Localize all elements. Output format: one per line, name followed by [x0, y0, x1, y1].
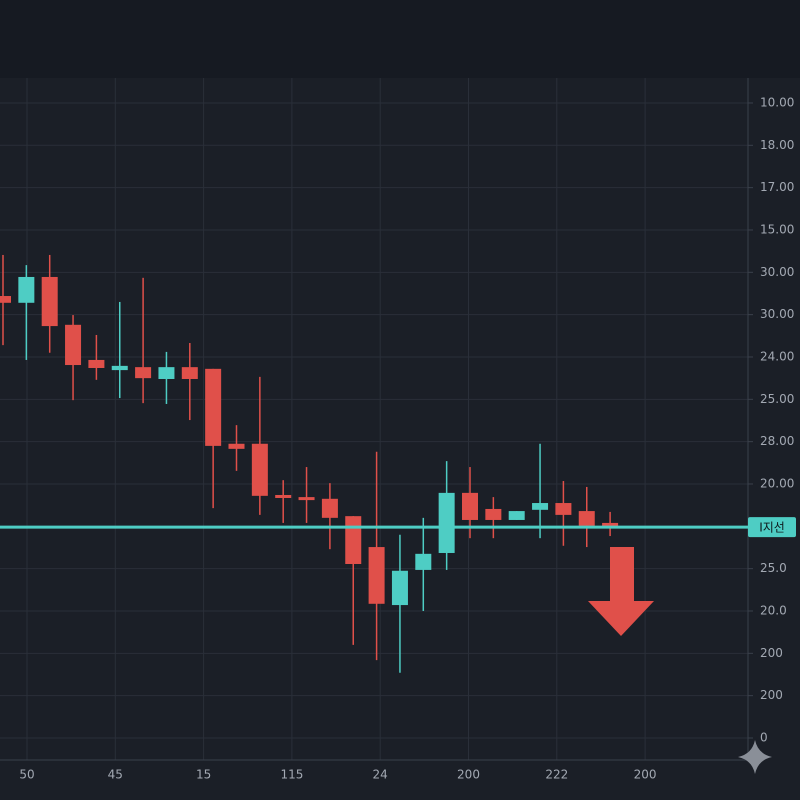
x-tick-label: 200 [457, 768, 480, 782]
candle-body [251, 443, 268, 496]
candle-body [508, 511, 525, 520]
y-tick-label: 200 [760, 688, 783, 702]
candle-body [181, 367, 198, 379]
x-tick-label: 24 [373, 768, 388, 782]
y-tick-label: 20.0 [760, 603, 787, 617]
y-tick-label: 30.00 [760, 265, 794, 279]
y-tick-label: 200 [760, 646, 783, 660]
candle-body [532, 503, 549, 510]
x-tick-label: 50 [19, 768, 34, 782]
candle-body [228, 443, 245, 449]
candle-body [321, 498, 338, 518]
y-tick-label: 28.00 [760, 434, 794, 448]
candle-body [135, 367, 152, 379]
support-label: I지선 [759, 521, 785, 535]
candle-body [298, 497, 315, 501]
candle-body [602, 522, 619, 528]
y-tick-label: 0 [760, 730, 768, 744]
candle-body [205, 368, 222, 446]
candle-body [88, 359, 105, 368]
candle-body [65, 324, 82, 366]
candle-body [485, 508, 502, 520]
y-tick-label: 18.00 [760, 138, 794, 152]
candle-body [438, 492, 455, 553]
candle-body [0, 296, 11, 303]
candle-body [578, 511, 595, 526]
candle-body [391, 570, 408, 606]
candle-body [555, 503, 572, 515]
top-bar [0, 0, 800, 78]
candle-body [41, 276, 58, 327]
overlay: I지선 [0, 517, 796, 538]
y-tick-label: 30.00 [760, 307, 794, 321]
candle-body [111, 365, 128, 371]
plot-background [0, 78, 800, 800]
candle-body [275, 494, 292, 498]
y-tick-label: 25.0 [760, 561, 787, 575]
candle-body [415, 553, 432, 570]
x-tick-label: 200 [634, 768, 657, 782]
candle-body [345, 516, 362, 564]
x-tick-label: 222 [545, 768, 568, 782]
candle-body [158, 367, 175, 379]
y-tick-label: 25.00 [760, 392, 794, 406]
candle-body [462, 492, 478, 520]
y-tick-label: 20.00 [760, 476, 794, 490]
down-arrow [588, 547, 654, 636]
candle-body [18, 276, 35, 303]
y-tick-label: 24.00 [760, 349, 794, 363]
y-tick-label: 17.00 [760, 180, 794, 194]
x-tick-label: 15 [196, 768, 211, 782]
x-tick-label: 45 [108, 768, 123, 782]
sparkle-icon [738, 740, 772, 774]
candle-body [368, 547, 385, 604]
grid [0, 78, 753, 760]
candles [0, 254, 619, 673]
y-tick-label: 10.00 [760, 95, 794, 109]
support-tag [748, 517, 796, 538]
y-tick-label: 15.00 [760, 222, 794, 236]
x-tick-label: 115 [280, 768, 303, 782]
